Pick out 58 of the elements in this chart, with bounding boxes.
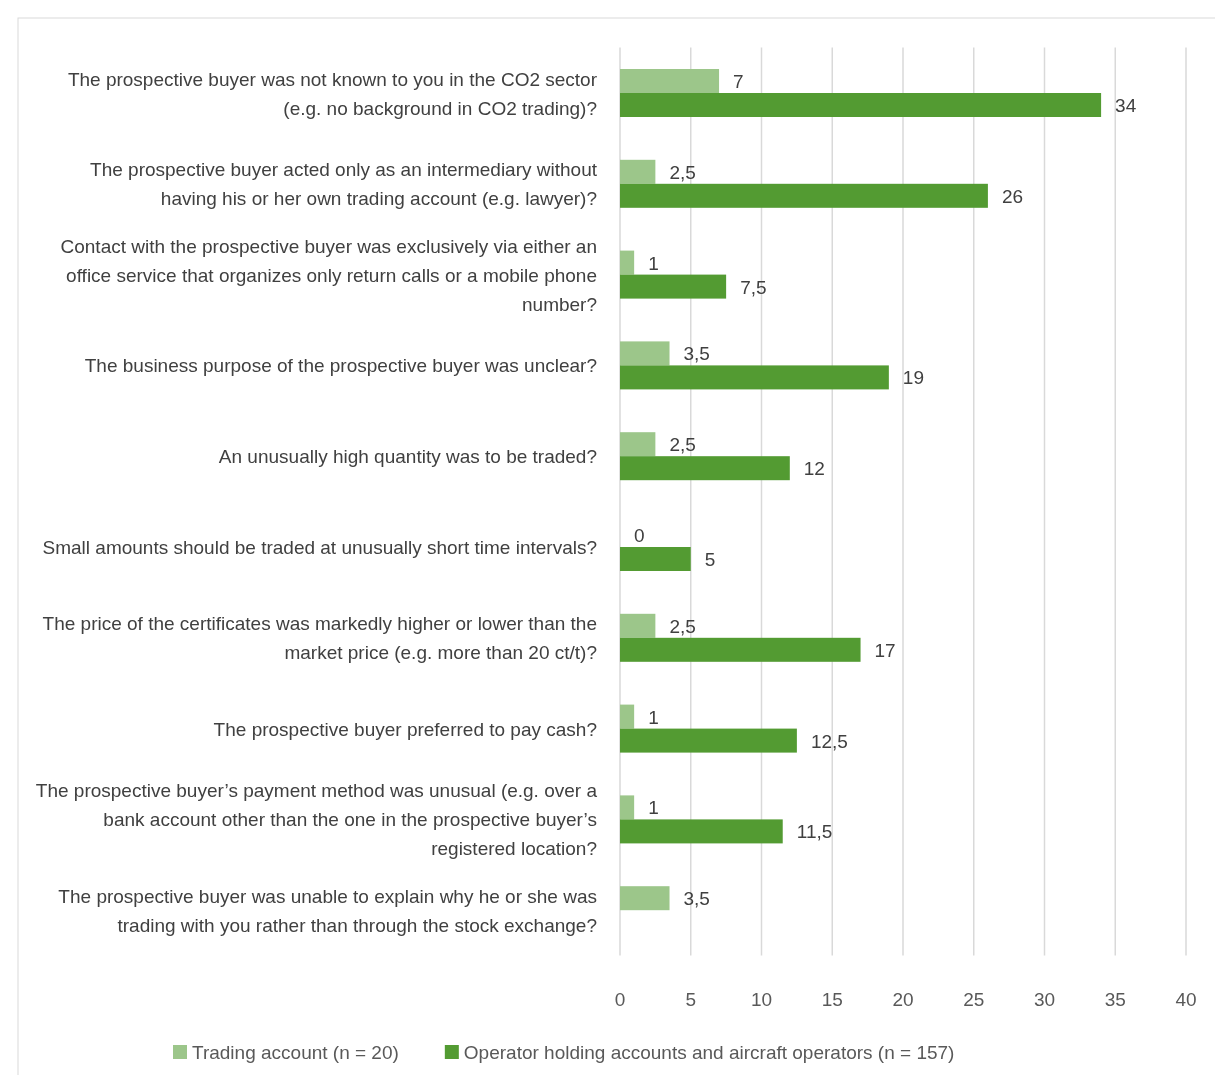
y-tick-label: The business purpose of the prospective buyer was unclear? bbox=[84, 355, 597, 377]
bar bbox=[620, 341, 670, 366]
data-label: 12 bbox=[803, 458, 825, 480]
bar bbox=[620, 728, 797, 753]
bar bbox=[620, 183, 988, 208]
y-tick-label: The prospective buyer preferred to pay cash? bbox=[213, 718, 597, 740]
data-label: 11,5 bbox=[796, 821, 833, 843]
bar bbox=[620, 93, 1102, 117]
x-tick-label: 30 bbox=[1033, 989, 1056, 1010]
data-label: 3,5 bbox=[683, 888, 710, 910]
x-tick-label: 0 bbox=[614, 989, 626, 1010]
bar bbox=[620, 547, 691, 571]
y-tick-label: Contact with the prospective buyer was exclusively via either an office service that organizes only return calls or a mobile phone number? bbox=[60, 235, 597, 315]
bar bbox=[620, 365, 889, 390]
x-tick-label: 15 bbox=[821, 989, 843, 1010]
y-tick-label: The prospective buyer was unable to explain why he or she was trading with you rather than through the stock exchange? bbox=[58, 885, 597, 936]
bar bbox=[620, 159, 656, 184]
y-tick-label: Small amounts should be traded at unusually short time intervals? bbox=[42, 537, 597, 558]
data-label: 7 bbox=[733, 71, 744, 92]
x-tick-label: 20 bbox=[892, 989, 914, 1010]
x-tick-label: 25 bbox=[963, 989, 985, 1010]
data-label: 26 bbox=[1001, 185, 1024, 207]
data-label: 2,5 bbox=[669, 161, 696, 183]
y-tick-label: The prospective buyer acted only as an intermediary without having his or her own trading account (e.g. lawyer)? bbox=[90, 159, 598, 210]
bar bbox=[620, 250, 635, 275]
data-label: 1 bbox=[648, 706, 659, 728]
data-label: 7,5 bbox=[740, 276, 767, 298]
x-tick-label: 35 bbox=[1104, 989, 1126, 1010]
x-tick-label: 40 bbox=[1175, 989, 1197, 1010]
data-label: 5 bbox=[704, 549, 716, 570]
y-tick-label: The prospective buyer’s payment method was unusual (e.g. over a bank account other than the one in the prospective buyer’s registered location? bbox=[35, 780, 598, 860]
bar bbox=[620, 886, 670, 911]
legend-label: Trading account (n = 20) bbox=[192, 1042, 399, 1063]
bar bbox=[620, 637, 861, 662]
data-label: 0 bbox=[634, 525, 645, 546]
x-tick-label: 5 bbox=[685, 989, 697, 1010]
bar bbox=[620, 456, 790, 481]
bar bbox=[620, 69, 720, 93]
data-label: 12,5 bbox=[810, 730, 848, 752]
y-tick-label: The price of the certificates was markedly higher or lower than the market price (e.g. more than 20 ct/t)? bbox=[42, 613, 597, 664]
bar bbox=[620, 432, 656, 457]
bar bbox=[620, 613, 656, 638]
y-tick-label: An unusually high quantity was to be traded? bbox=[218, 446, 597, 468]
bar bbox=[620, 274, 727, 299]
data-label: 1 bbox=[648, 252, 659, 274]
y-tick-label: The prospective buyer was not known to you in the CO2 sector (e.g. no background in CO2 trading)? bbox=[67, 68, 598, 119]
data-label: 17 bbox=[874, 639, 896, 661]
bar bbox=[620, 819, 783, 844]
data-label: 3,5 bbox=[683, 343, 710, 365]
bar bbox=[620, 704, 635, 729]
data-label: 1 bbox=[648, 797, 659, 819]
data-label: 2,5 bbox=[669, 434, 696, 456]
data-label: 34 bbox=[1115, 95, 1137, 116]
data-label: 19 bbox=[902, 367, 924, 389]
x-tick-label: 10 bbox=[750, 989, 773, 1010]
bar bbox=[620, 795, 635, 820]
legend-label: Operator holding accounts and aircraft operators (n = 157) bbox=[463, 1042, 955, 1063]
data-label: 2,5 bbox=[669, 615, 696, 637]
